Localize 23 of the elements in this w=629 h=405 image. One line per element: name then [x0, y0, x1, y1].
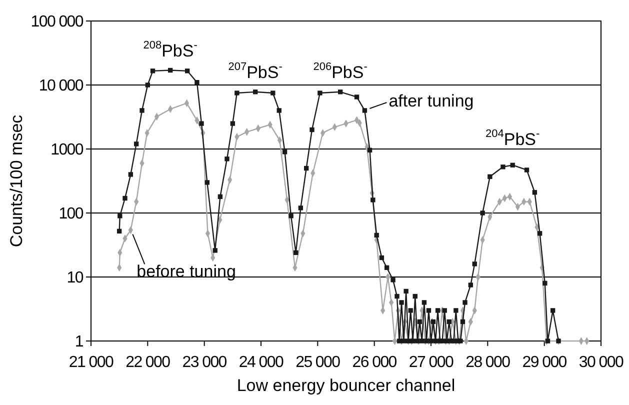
x-tick-label: 22 000	[126, 354, 171, 371]
x-tick-label: 27 000	[408, 354, 454, 371]
x-tick-label: 30 000	[578, 354, 624, 371]
y-tick-label: 100 000	[30, 14, 84, 31]
y-tick-label: 1	[74, 334, 84, 351]
x-tick-label: 28 000	[466, 354, 511, 371]
annotation: $^{204}$PbS$^{-}$	[486, 128, 540, 150]
x-tick-label: 26 000	[352, 354, 398, 371]
x-tick-label: 25 000	[296, 354, 341, 371]
x-tick-label: 24 000	[238, 354, 284, 371]
x-axis-title: Low energy bouncer channel	[236, 376, 456, 395]
annotation: $^{208}$PbS$^{-}$	[143, 40, 198, 60]
annotation: after tuning	[388, 91, 474, 110]
y-tick-label: 100	[58, 206, 84, 223]
x-tick-label: 21 000	[68, 354, 114, 371]
x-tick-label: 23 000	[182, 354, 228, 371]
x-tick-label: 29 000	[522, 354, 568, 371]
y-tick-label: 10	[66, 270, 84, 287]
y-axis-title: Counts/100 msec	[7, 114, 26, 248]
y-tick-label: 10 000	[38, 78, 84, 95]
annotation: $^{207}$PbS$^{-}$	[228, 61, 283, 82]
annotation: $^{206}$PbS$^{-}$	[313, 61, 368, 82]
y-tick-label: 1000	[50, 142, 84, 159]
